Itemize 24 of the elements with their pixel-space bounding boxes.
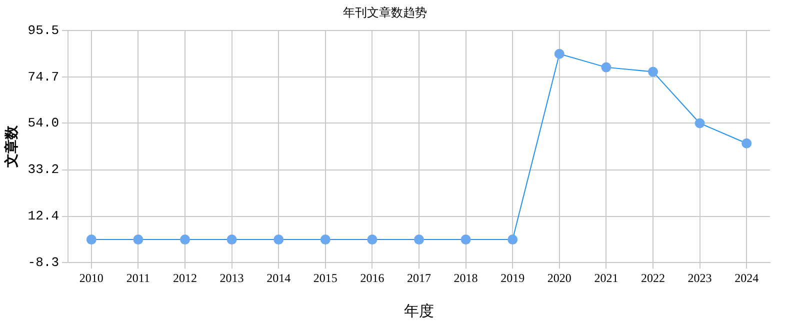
x-tick-label: 2013 [220,270,244,285]
x-tick-label: 2023 [688,270,712,285]
y-tick-label: 74.7 [28,69,60,84]
x-tick-label: 2015 [313,270,338,285]
y-axis-title: 文章数 [3,124,20,168]
y-tick-label: 33.2 [28,162,60,178]
y-tick-label: 95.5 [28,22,60,38]
y-tick-label: 12.4 [28,208,60,224]
x-tick-label: 2012 [173,270,198,285]
x-tick-label: 2022 [641,270,665,285]
x-tick-label: 2011 [126,270,150,285]
x-tick-label: 2024 [734,270,759,285]
x-tick-label: 2019 [500,270,525,285]
x-axis-title: 年度 [404,302,434,320]
x-tick-label: 2016 [360,270,384,285]
x-tick-label: 2020 [547,270,572,285]
y-tick-label: -8.3 [28,255,60,270]
x-tick-label: 2014 [266,270,291,285]
x-tick-label: 2021 [594,270,618,285]
y-tick-label: 54.0 [28,116,60,131]
x-tick-label: 2010 [79,270,104,285]
chart-title: 年刊文章数趋势 [343,5,427,20]
x-tick-label: 2017 [407,270,432,285]
x-tick-label: 2018 [454,270,478,285]
